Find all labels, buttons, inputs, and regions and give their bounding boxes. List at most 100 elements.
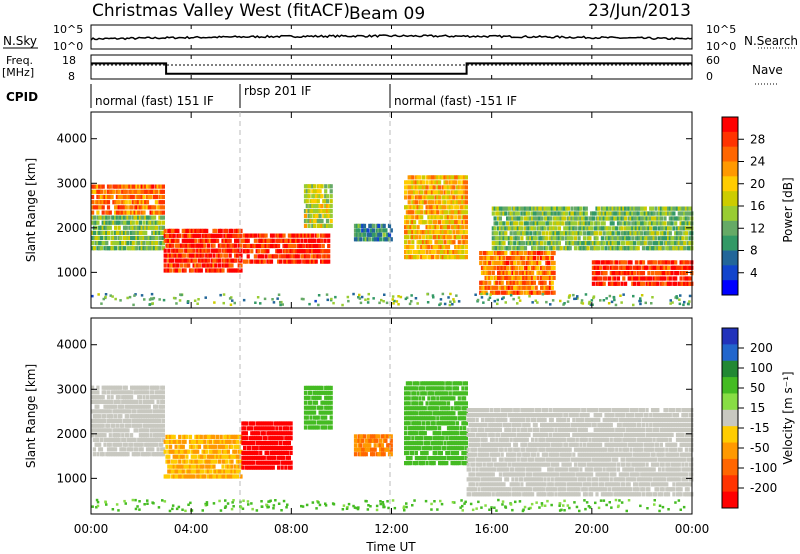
power-region [241, 233, 331, 264]
velocity-panel: 1000 2000 3000 4000 Slant Range [km] [24, 317, 694, 515]
nsky-label: N.Sky [3, 34, 37, 48]
freq-tick-high: 18 [62, 54, 76, 67]
colorbar-swatch [722, 475, 738, 493]
frequency-line [91, 62, 692, 75]
power-colorbar-tick: 16 [750, 199, 765, 213]
velocity-region [404, 381, 468, 466]
nsky-trace [90, 34, 693, 41]
velocity-ytick-label: 1000 [56, 471, 87, 485]
velocity-colorbar: 200 100 50 15 -15 -50 -100 -200 Velocity [m s⁻¹… [721, 327, 795, 509]
mode-label-2: rbsp 201 IF [244, 84, 311, 98]
time-tick-label: 00:00 [675, 522, 710, 536]
nsky-tick-low: 10^0 [53, 40, 83, 53]
colorbar-swatch [722, 328, 738, 345]
power-ylabel: Slant Range [km] [24, 158, 38, 262]
colorbar-swatch [722, 442, 738, 460]
velocity-region [91, 385, 165, 457]
x-axis-label: Time UT [365, 540, 416, 554]
power-ytick-label: 4000 [56, 132, 87, 146]
colorbar-swatch [722, 161, 738, 177]
nsky-line [90, 34, 693, 41]
colorbar-swatch [722, 176, 738, 192]
colorbar-swatch [722, 117, 738, 133]
colorbar-swatch [722, 206, 738, 222]
power-ytick-label: 1000 [56, 265, 87, 279]
velocity-colorbar-tick: 200 [750, 341, 773, 355]
time-tick-label: 04:00 [174, 522, 209, 536]
nave-label: Nave [752, 63, 783, 77]
velocity-colorbar-label: Velocity [m s⁻¹] [781, 371, 795, 464]
velocity-colorbar-tick: 50 [750, 381, 765, 395]
colorbar-swatch [722, 377, 738, 394]
freq-panel: Freq. [MHz] 18 8 60 0 Nave [2, 54, 783, 85]
colorbar-swatch [722, 250, 738, 266]
velocity-y-ticks: 1000 2000 3000 4000 [56, 338, 692, 485]
time-tick-label: 08:00 [274, 522, 309, 536]
nsky-tick-high: 10^5 [53, 23, 83, 36]
cpid-label: CPID [6, 90, 38, 104]
power-region [491, 206, 694, 251]
time-tick-label: 20:00 [575, 522, 610, 536]
velocity-colorbar-tick: 100 [750, 361, 773, 375]
power-ytick-label: 3000 [56, 176, 87, 190]
nsearch-tick-low: 10^0 [706, 40, 736, 53]
cpid-row: CPID normal (fast) 151 IF rbsp 201 IF no… [6, 84, 517, 108]
beam-label: Beam 09 [349, 4, 425, 24]
colorbar-swatch [722, 344, 738, 362]
power-region [591, 260, 694, 286]
power-colorbar-label: Power [dB] [781, 177, 795, 242]
velocity-colorbar-tick: 15 [750, 401, 765, 415]
power-colorbar: 28 24 20 16 12 8 4 Power [dB] [721, 116, 795, 296]
velocity-colorbar-tick: -50 [750, 441, 770, 455]
power-ytick-label: 2000 [56, 221, 87, 235]
velocity-region [466, 408, 694, 497]
date-label: 23/Jun/2013 [588, 1, 691, 21]
power-region [91, 215, 165, 251]
colorbar-swatch [722, 191, 738, 207]
colorbar-swatch [722, 458, 738, 476]
nsearch-tick-high: 10^5 [706, 23, 736, 36]
power-colorbar-tick: 28 [750, 132, 765, 146]
power-colorbar-tick: 4 [750, 266, 758, 280]
velocity-ytick-label: 2000 [56, 427, 87, 441]
colorbar-swatch [722, 220, 738, 237]
power-colorbar-tick: 8 [750, 244, 758, 258]
velocity-colorbar-tick: -100 [750, 461, 777, 475]
velocity-low-range-strip [91, 498, 686, 513]
time-tick-label: 12:00 [374, 522, 409, 536]
nsky-panel: N.Sky 10^5 10^0 10^5 10^0 N.Search [3, 23, 798, 53]
velocity-colorbar-tick: -200 [750, 481, 777, 495]
velocity-ylabel: Slant Range [km] [24, 364, 38, 468]
power-region [163, 228, 243, 273]
colorbar-swatch [722, 393, 738, 411]
velocity-region [163, 434, 243, 479]
power-low-range-strip [91, 292, 692, 307]
nsearch-label: N.Search [744, 34, 798, 48]
power-y-ticks: 1000 2000 3000 4000 [56, 132, 692, 279]
colorbar-swatch [722, 409, 738, 427]
velocity-ytick-label: 4000 [56, 338, 87, 352]
power-colorbar-tick: 20 [750, 177, 765, 191]
freq-tick-low: 8 [68, 70, 75, 83]
power-region [91, 184, 165, 215]
station-title: Christmas Valley West (fitACF) [92, 1, 350, 21]
freq-unit-label: [MHz] [2, 66, 34, 79]
time-axis: 00:00 04:00 08:00 12:00 16:00 20:00 00:00 [74, 25, 710, 536]
velocity-colorbar-tick: -15 [750, 421, 770, 435]
colorbar-swatch [722, 265, 738, 281]
power-colorbar-tick: 24 [750, 155, 765, 169]
mode-label-1: normal (fast) 151 IF [95, 94, 214, 108]
colorbar-swatch [722, 426, 738, 444]
mode-label-3: normal (fast) -151 IF [394, 94, 517, 108]
colorbar-swatch [722, 491, 738, 509]
power-region [303, 184, 333, 228]
time-tick-label: 16:00 [474, 522, 509, 536]
colorbar-swatch [722, 235, 738, 251]
nave-tick-low: 0 [706, 70, 713, 83]
power-region [404, 175, 468, 260]
power-data [91, 175, 694, 307]
power-region [479, 251, 556, 295]
power-region [353, 223, 393, 242]
velocity-region [303, 385, 333, 430]
